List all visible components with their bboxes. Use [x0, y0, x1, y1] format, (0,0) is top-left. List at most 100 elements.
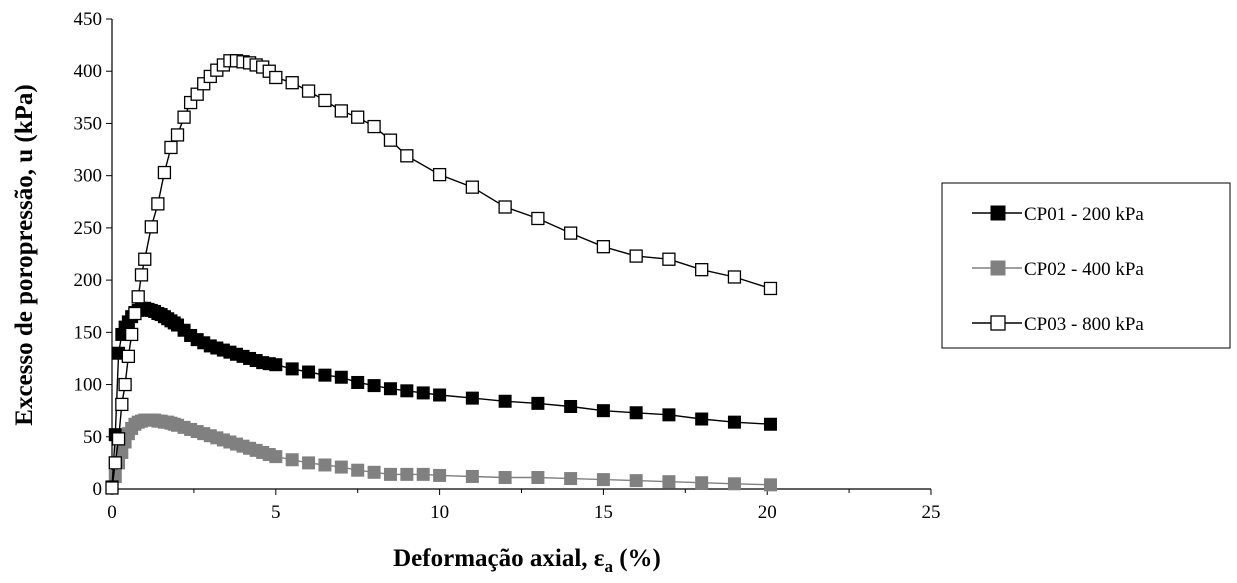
series-1-point: [334, 370, 348, 384]
series-1-point: [498, 394, 512, 408]
series-3: [105, 54, 778, 495]
series-3-point: [351, 110, 365, 124]
series-2-point: [695, 476, 709, 490]
series-3-point: [138, 252, 152, 266]
series-2-point: [727, 477, 741, 491]
series-3-point: [151, 197, 165, 211]
y-tick-label: 0: [93, 479, 103, 500]
series-3-point: [131, 290, 145, 304]
series-3-point: [563, 226, 578, 240]
y-tick-label: 100: [74, 375, 103, 396]
series-3-point: [177, 110, 191, 124]
series-1-point: [383, 382, 397, 396]
legend-marker: [990, 260, 1006, 276]
legend-label: CP02 - 400 kPa: [1024, 259, 1144, 280]
x-axis-title-main: Deformação axial, ε: [393, 545, 605, 572]
x-tick-label: 25: [922, 502, 941, 523]
series-1-point: [302, 365, 316, 379]
series-1-point: [433, 388, 447, 402]
series-2-point: [367, 465, 381, 479]
series-3-point: [121, 349, 136, 364]
series-2-point: [465, 469, 479, 483]
series-1-point: [695, 412, 709, 426]
legend: CP01 - 200 kPa CP02 - 400 kPa CP03 - 800 k…: [941, 182, 1231, 349]
y-tick-label: 250: [74, 218, 103, 239]
series-3-line: [111, 60, 771, 489]
x-tick-label: 10: [430, 502, 449, 523]
y-tick-label: 300: [74, 166, 103, 187]
series-1-point: [564, 399, 578, 413]
series-3-point: [301, 84, 316, 98]
x-tick-label: 20: [758, 502, 777, 523]
series-1-point: [367, 379, 381, 393]
legend-item: CP01 - 200 kPa: [972, 204, 1144, 225]
y-tick-label: 150: [74, 322, 103, 343]
series-1-point: [400, 384, 414, 398]
series-3-point: [128, 306, 142, 321]
series-1-point: [629, 406, 643, 420]
series-3-point: [334, 104, 348, 118]
series-3-point: [465, 180, 480, 194]
series-2-point: [400, 467, 414, 481]
series-2-point: [498, 471, 512, 485]
series-2-point: [433, 468, 447, 482]
series-3-point: [383, 133, 398, 147]
series-2-point: [383, 467, 397, 481]
y-tick-label: 350: [74, 113, 103, 134]
legend-item: CP03 - 800 kPa: [972, 314, 1144, 335]
series-2-point: [763, 478, 777, 492]
legend-item: CP02 - 400 kPa: [972, 259, 1144, 280]
series-3-point: [662, 252, 676, 266]
legend-label: CP01 - 200 kPa: [1024, 204, 1144, 225]
series-3-point: [157, 165, 172, 180]
series-3-point: [134, 268, 149, 282]
y-axis-title: Excesso de poropressão, u (kPa): [11, 84, 38, 425]
series-layer: [105, 54, 778, 495]
x-tick-label: 0: [107, 502, 117, 523]
series-2-point: [351, 463, 365, 477]
series-3-point: [400, 149, 414, 163]
series-2-point: [416, 467, 430, 481]
series-1-point: [269, 358, 283, 372]
series-3-point: [111, 432, 126, 446]
series-1-point: [662, 408, 676, 422]
series-1-point: [318, 368, 332, 382]
legend-box: [941, 182, 1231, 349]
x-tick-label: 15: [594, 502, 613, 523]
series-3-point: [498, 200, 512, 214]
series-2-point: [629, 474, 643, 488]
series-2-point: [564, 472, 578, 486]
series-3-point: [170, 128, 185, 142]
legend-marker: [990, 205, 1006, 221]
series-2: [105, 413, 777, 495]
series-1-point: [727, 415, 741, 429]
series-3-point: [144, 220, 158, 234]
series-3-point: [727, 270, 742, 284]
series-1-point: [416, 386, 430, 400]
series-3-point: [108, 456, 122, 470]
series-3-point: [118, 377, 132, 392]
y-tick-label: 50: [83, 427, 102, 448]
x-axis-title-unit: (%): [613, 545, 661, 572]
series-2-point: [285, 453, 299, 467]
series-3-point: [629, 249, 643, 263]
series-1-point: [596, 404, 610, 418]
series-3-point: [432, 167, 447, 182]
series-3-point: [763, 281, 778, 296]
x-tick-label: 5: [271, 502, 281, 523]
axes: 0 50 100 150 200 250 300 350 400 450 0 5 10 15 20 25: [74, 9, 941, 523]
series-3-point: [285, 76, 299, 90]
series-2-point: [531, 471, 545, 485]
series-3-point: [531, 211, 545, 226]
series-2-point: [334, 460, 348, 474]
series-2-point: [596, 473, 610, 487]
legend-label: CP03 - 800 kPa: [1024, 314, 1144, 335]
series-3-point: [318, 93, 332, 108]
series-1-point: [763, 417, 777, 431]
series-1: [105, 301, 777, 494]
series-3-point: [269, 70, 283, 85]
x-axis-title-subscript: a: [604, 557, 613, 576]
legend-marker: [990, 315, 1006, 331]
x-axis-title: Deformação axial, εa (%): [393, 545, 661, 576]
